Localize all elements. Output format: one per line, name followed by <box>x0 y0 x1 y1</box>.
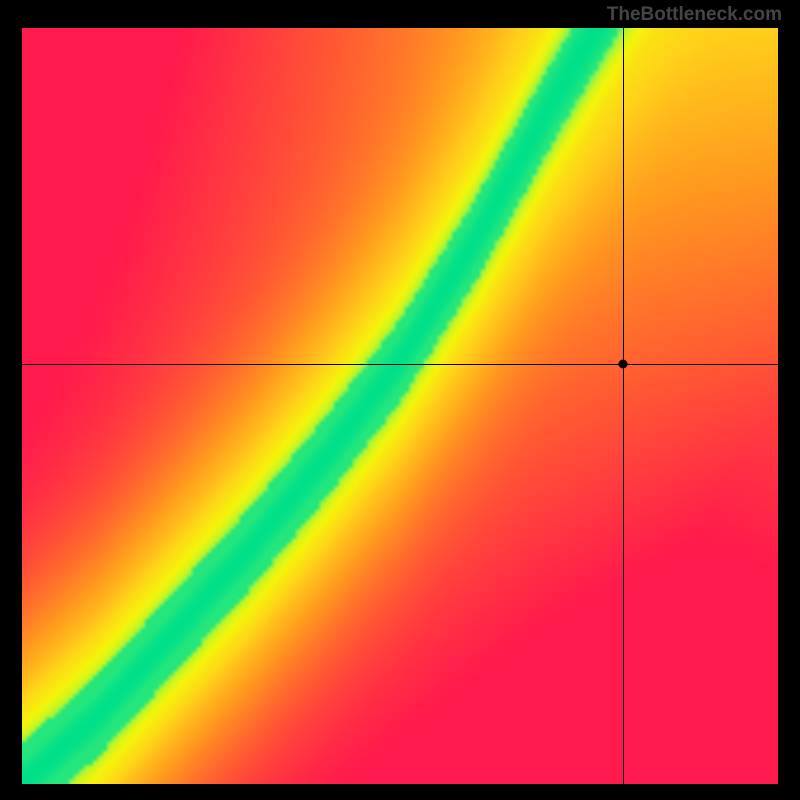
crosshair-marker <box>619 360 628 369</box>
crosshair-vertical <box>623 28 624 784</box>
heatmap-canvas <box>22 28 778 784</box>
heatmap-plot <box>22 28 778 784</box>
crosshair-horizontal <box>22 364 778 365</box>
watermark-text: TheBottleneck.com <box>607 4 782 26</box>
